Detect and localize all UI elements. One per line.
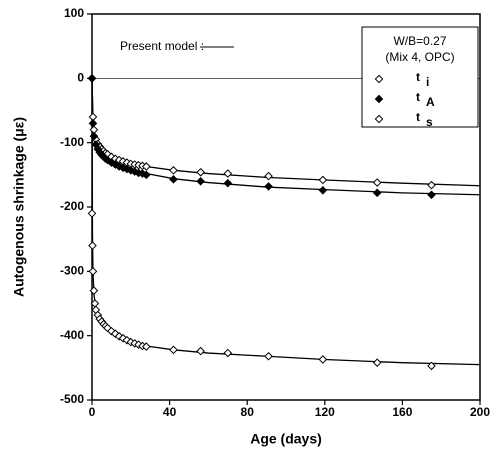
legend-label: t bbox=[416, 110, 420, 124]
data-point bbox=[89, 131, 99, 141]
legend-marker bbox=[374, 74, 384, 84]
data-point bbox=[264, 351, 273, 361]
y-tick-label: -500 bbox=[60, 392, 84, 406]
y-tick-label: -200 bbox=[60, 199, 84, 213]
data-point bbox=[196, 346, 205, 356]
x-tick-label: 0 bbox=[89, 405, 96, 419]
x-axis-label: Age (days) bbox=[250, 431, 322, 447]
data-point bbox=[264, 182, 273, 191]
legend-marker bbox=[374, 114, 384, 124]
data-point bbox=[87, 209, 97, 218]
data-point bbox=[118, 333, 128, 343]
legend-subtitle: (Mix 4, OPC) bbox=[385, 50, 454, 64]
legend-title: W/B=0.27 bbox=[393, 34, 446, 48]
data-point bbox=[142, 162, 151, 171]
y-tick-label: 100 bbox=[64, 6, 84, 20]
data-point bbox=[142, 342, 151, 351]
x-tick-label: 80 bbox=[241, 405, 255, 419]
model-label: Present model : bbox=[120, 39, 204, 53]
data-point bbox=[89, 286, 99, 295]
data-point bbox=[318, 175, 328, 185]
y-tick-label: -400 bbox=[60, 328, 84, 342]
x-tick-label: 120 bbox=[315, 405, 335, 419]
data-point bbox=[88, 241, 97, 250]
data-point bbox=[88, 267, 98, 276]
y-tick-label: -100 bbox=[60, 135, 84, 149]
y-tick-label: -300 bbox=[60, 264, 84, 278]
data-point bbox=[223, 178, 233, 188]
data-point bbox=[223, 348, 233, 358]
data-point bbox=[110, 160, 120, 169]
x-tick-label: 200 bbox=[470, 405, 490, 419]
data-point bbox=[87, 74, 97, 83]
legend-box bbox=[361, 26, 479, 128]
data-point bbox=[103, 155, 112, 165]
data-point bbox=[318, 355, 328, 364]
data-point bbox=[142, 170, 151, 180]
data-point bbox=[427, 180, 436, 190]
legend-label-sub: i bbox=[426, 75, 429, 89]
data-point bbox=[372, 178, 382, 187]
data-point bbox=[110, 329, 120, 339]
legend-label: t bbox=[416, 70, 420, 84]
data-point bbox=[88, 119, 98, 128]
legend-label: t bbox=[416, 90, 420, 104]
data-point bbox=[196, 167, 205, 177]
data-point bbox=[318, 185, 328, 195]
y-axis-label: Autogenous shrinkage (με) bbox=[11, 117, 27, 297]
data-point bbox=[427, 190, 436, 200]
data-point bbox=[264, 171, 273, 181]
data-point bbox=[169, 166, 178, 175]
legend-marker bbox=[374, 94, 384, 104]
x-tick-label: 40 bbox=[163, 405, 177, 419]
y-tick-label: 0 bbox=[77, 71, 84, 85]
legend-label-sub: s bbox=[426, 115, 433, 129]
data-point bbox=[169, 345, 178, 355]
data-point bbox=[169, 175, 178, 184]
data-point bbox=[372, 188, 382, 198]
data-point bbox=[223, 169, 233, 178]
data-point bbox=[196, 176, 205, 186]
data-point bbox=[427, 361, 436, 371]
data-point bbox=[372, 358, 382, 367]
legend-label-sub: A bbox=[426, 95, 435, 109]
x-tick-label: 160 bbox=[392, 405, 412, 419]
